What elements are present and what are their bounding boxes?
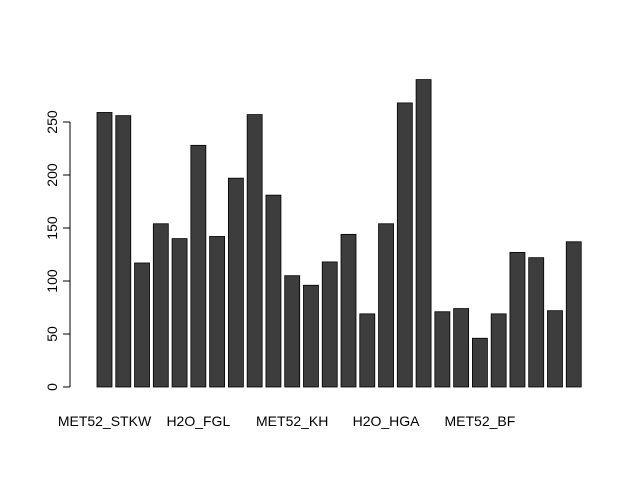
y-tick-label: 200	[44, 163, 60, 187]
y-tick-label: 100	[44, 269, 60, 293]
bar	[415, 79, 432, 388]
y-axis: 0 50 100 150 200 250	[44, 110, 71, 391]
x-category-label: MET52_BF	[444, 413, 515, 429]
bar	[509, 251, 526, 388]
bar	[528, 257, 545, 388]
bar	[340, 233, 357, 388]
bar	[171, 238, 188, 388]
bar	[246, 114, 263, 388]
bar	[453, 308, 470, 388]
bar	[378, 223, 394, 388]
bar	[209, 236, 226, 388]
bar	[434, 311, 451, 388]
bar	[471, 337, 488, 388]
bar	[227, 177, 244, 388]
bar	[152, 223, 169, 388]
bars-group	[96, 79, 582, 388]
x-category-label: MET52_STKW	[58, 413, 152, 429]
bar	[396, 102, 413, 388]
bar	[265, 194, 282, 388]
y-tick-label: 0	[44, 383, 60, 391]
bar	[96, 112, 113, 388]
bar	[321, 261, 338, 388]
y-tick-label: 150	[44, 216, 60, 240]
x-category-label: H2O_HGA	[353, 413, 421, 429]
x-category-label: MET52_KH	[256, 413, 328, 429]
bar	[115, 115, 132, 388]
bar	[359, 313, 376, 388]
bar	[284, 275, 301, 388]
bar	[490, 313, 507, 388]
y-tick-label: 250	[44, 110, 60, 134]
bar	[565, 241, 582, 388]
bar	[134, 262, 150, 388]
bar	[303, 284, 319, 388]
bar	[547, 310, 563, 388]
y-tick-label: 50	[44, 326, 60, 342]
x-axis-labels: MET52_STKW H2O_FGL MET52_KH H2O_HGA MET52_BF	[58, 413, 515, 429]
x-category-label: H2O_FGL	[166, 413, 230, 429]
bar	[190, 144, 207, 388]
